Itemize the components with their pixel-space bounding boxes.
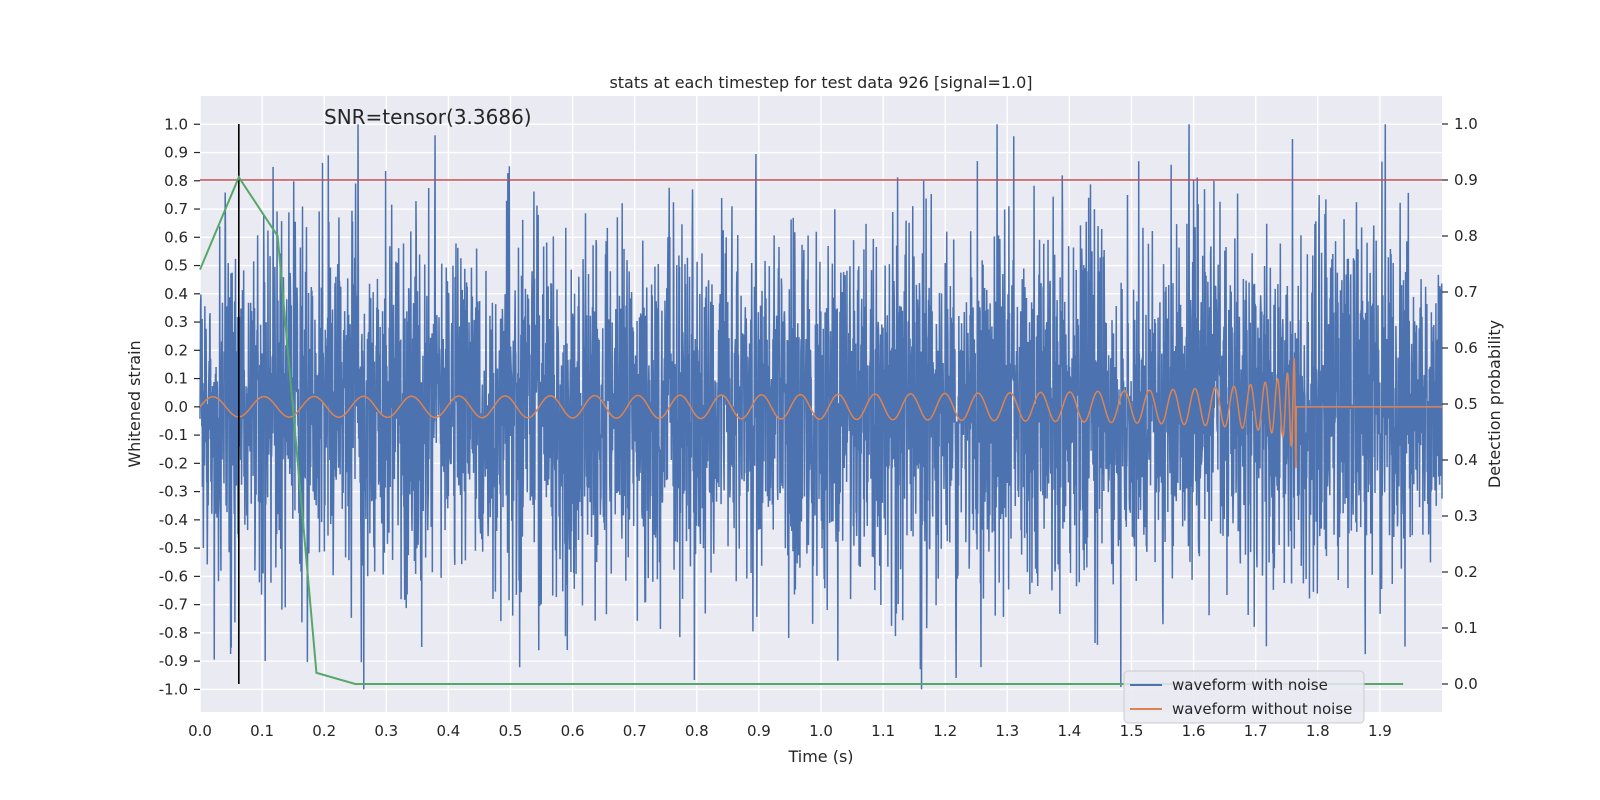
y2-axis-ticks: 1.0 0.9 0.8 0.7 0.6 0.5 0.4 0.3 0.2 0.1 0.0 xyxy=(1442,115,1478,693)
y-tick-label: 0.8 xyxy=(164,172,188,190)
y-tick-label: -0.5 xyxy=(159,539,188,557)
y-tick-label: 0.1 xyxy=(164,370,188,388)
y-tick-label: -0.8 xyxy=(159,624,188,642)
x-tick-label: 1.5 xyxy=(1120,722,1144,740)
x-tick-label: 0.8 xyxy=(685,722,709,740)
x-tick-label: 1.0 xyxy=(809,722,833,740)
y-tick-label: -0.1 xyxy=(159,426,188,444)
series-layer xyxy=(199,124,1443,690)
y-tick-label: 0.3 xyxy=(164,313,188,331)
y-tick-label: -0.6 xyxy=(159,567,188,585)
x-axis-label: Time (s) xyxy=(787,747,853,766)
y-tick-label: 0.9 xyxy=(164,144,188,162)
x-tick-label: 0.5 xyxy=(499,722,523,740)
y-tick-label: 0.0 xyxy=(164,398,188,416)
x-tick-label: 0.6 xyxy=(561,722,585,740)
x-tick-label: 1.6 xyxy=(1182,722,1206,740)
y2-tick-label: 0.1 xyxy=(1454,619,1478,637)
x-tick-label: 1.7 xyxy=(1244,722,1268,740)
y2-tick-label: 0.7 xyxy=(1454,283,1478,301)
y-tick-label: -0.7 xyxy=(159,596,188,614)
x-tick-label: 0.0 xyxy=(188,722,212,740)
x-tick-label: 0.4 xyxy=(436,722,460,740)
series-waveform-without-noise xyxy=(199,357,1442,469)
x-tick-label: 0.3 xyxy=(374,722,398,740)
legend-label-clean: waveform without noise xyxy=(1172,700,1352,718)
y-tick-label: 0.2 xyxy=(164,341,188,359)
y-tick-label: -0.4 xyxy=(159,511,188,529)
y-tick-label: -1.0 xyxy=(159,680,188,698)
legend: waveform with noise waveform without noi… xyxy=(1123,670,1365,724)
y2-tick-label: 1.0 xyxy=(1454,115,1478,133)
x-tick-label: 1.3 xyxy=(995,722,1019,740)
legend-box xyxy=(1123,670,1365,724)
x-axis-ticks: 0.0 0.1 0.2 0.3 0.4 0.5 0.6 0.7 0.8 0.9 1.0 1.1 1.2 1… xyxy=(188,722,1392,740)
x-tick-label: 0.2 xyxy=(312,722,336,740)
y-tick-label: -0.9 xyxy=(159,652,188,670)
y2-tick-label: 0.0 xyxy=(1454,675,1478,693)
x-tick-label: 1.4 xyxy=(1057,722,1081,740)
y2-tick-label: 0.9 xyxy=(1454,171,1478,189)
x-tick-label: 0.9 xyxy=(747,722,771,740)
x-tick-label: 0.1 xyxy=(250,722,274,740)
series-waveform-with-noise xyxy=(199,124,1443,690)
y-tick-label: 0.5 xyxy=(164,257,188,275)
y-axis-label: Whitened strain xyxy=(125,340,144,467)
x-tick-label: 0.7 xyxy=(623,722,647,740)
y-tick-label: -0.3 xyxy=(159,483,188,501)
y-tick-label: -0.2 xyxy=(159,454,188,472)
y2-axis-label: Detection probability xyxy=(1485,320,1504,488)
y2-tick-label: 0.6 xyxy=(1454,339,1478,357)
legend-label-noise: waveform with noise xyxy=(1172,676,1328,694)
y2-tick-label: 0.8 xyxy=(1454,227,1478,245)
x-tick-label: 1.1 xyxy=(871,722,895,740)
snr-annotation: SNR=tensor(3.3686) xyxy=(324,105,532,129)
y-tick-label: 1.0 xyxy=(164,115,188,133)
y-tick-label: 0.4 xyxy=(164,285,188,303)
chart-title: stats at each timestep for test data 926… xyxy=(609,73,1032,92)
y2-tick-label: 0.3 xyxy=(1454,507,1478,525)
y2-tick-label: 0.5 xyxy=(1454,395,1478,413)
y-axis-ticks: 1.0 0.9 0.8 0.7 0.6 0.5 0.4 0.3 0.2 0.1 0.0 -0.1 -0.… xyxy=(159,115,200,698)
y2-tick-label: 0.2 xyxy=(1454,563,1478,581)
y-tick-label: 0.7 xyxy=(164,200,188,218)
x-tick-label: 1.2 xyxy=(933,722,957,740)
x-tick-label: 1.8 xyxy=(1306,722,1330,740)
y-tick-label: 0.6 xyxy=(164,228,188,246)
y2-tick-label: 0.4 xyxy=(1454,451,1478,469)
x-tick-label: 1.9 xyxy=(1368,722,1392,740)
